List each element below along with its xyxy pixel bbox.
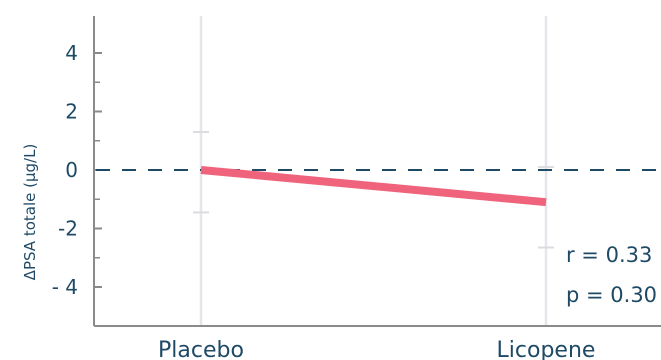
- series-line: [200, 166, 547, 207]
- category-label-0: Placebo: [158, 338, 244, 360]
- annotation-p: p = 0.30: [566, 283, 657, 307]
- y-tick-label-1: 2: [65, 100, 78, 124]
- category-label-1: Licopene: [497, 338, 596, 360]
- y-tick-label-2: 0: [65, 158, 78, 182]
- error-bars: [193, 130, 554, 249]
- series-segment-0: [200, 166, 547, 207]
- y-tick-label-3: -2: [58, 217, 78, 241]
- y-axis-label: ΔPSA totale (µg/L): [21, 144, 39, 281]
- annotation-r: r = 0.33: [566, 243, 652, 267]
- y-axis: [93, 16, 661, 327]
- x-category-labels: Placebo Licopene: [158, 338, 595, 360]
- y-tick-label-4: - 4: [52, 275, 78, 299]
- y-tick-labels: 4 2 0 -2 - 4: [52, 41, 78, 299]
- y-tick-label-0: 4: [65, 41, 78, 65]
